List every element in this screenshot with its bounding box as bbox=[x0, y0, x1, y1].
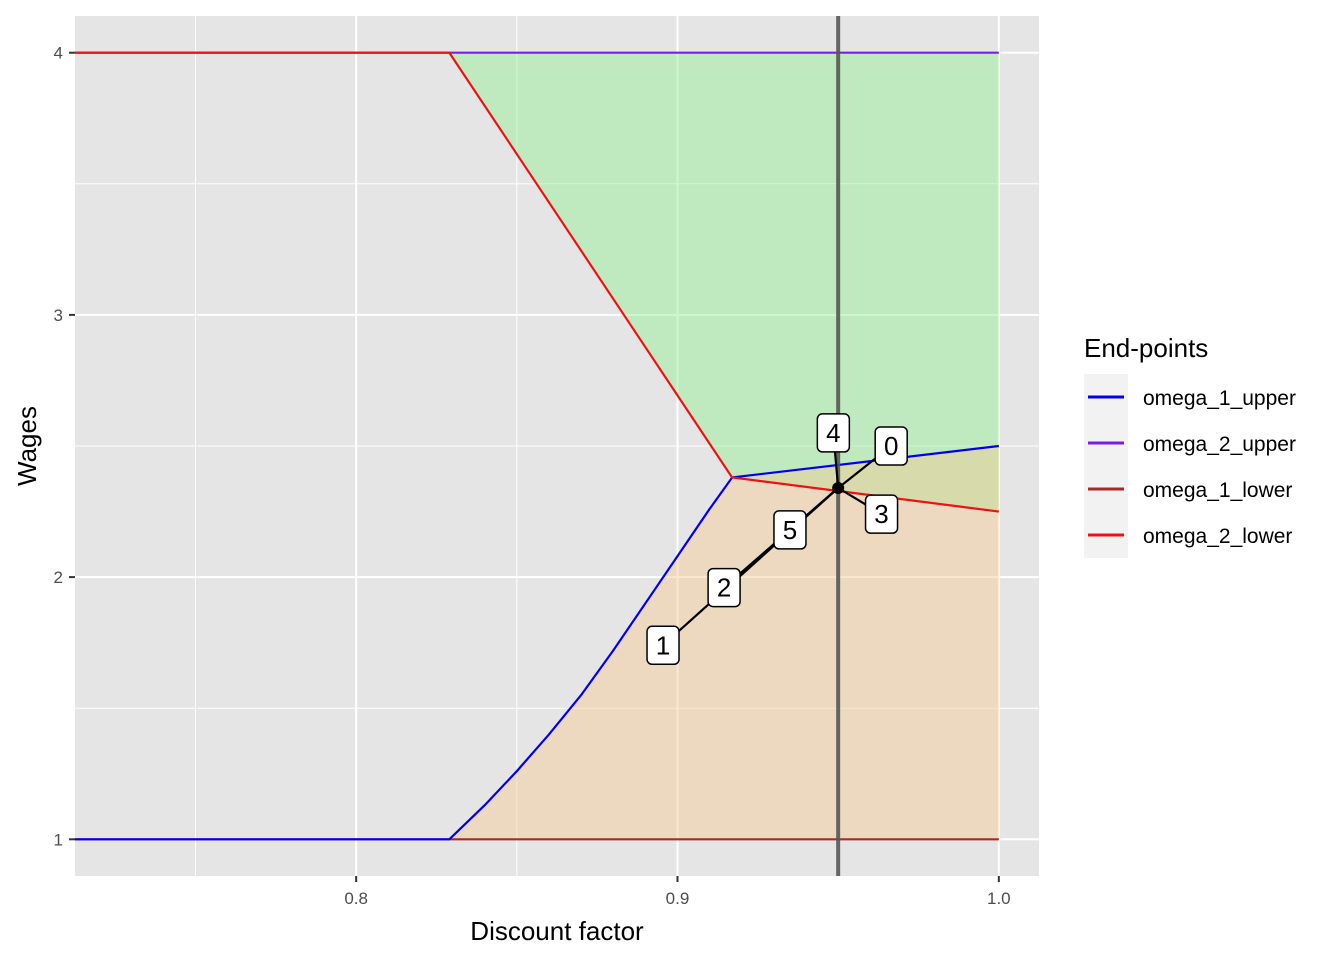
label-box bbox=[773, 510, 807, 550]
x-tick-label: 1.0 bbox=[987, 889, 1011, 908]
shaded-regions bbox=[449, 52, 999, 840]
legend-label-omega_1_upper: omega_1_upper bbox=[1143, 387, 1296, 410]
axes: 0.8 0.9 1.0 1 2 3 4 bbox=[54, 44, 1011, 908]
y-tick-label: 2 bbox=[54, 568, 63, 587]
leader-line bbox=[837, 456, 878, 489]
x-axis-title: Discount factor bbox=[470, 916, 644, 946]
label-text: 3 bbox=[874, 499, 888, 529]
leader-line bbox=[833, 450, 840, 489]
label-text: 2 bbox=[717, 573, 731, 603]
label-text: 4 bbox=[826, 418, 840, 448]
point-labels: 0 1 2 3 4 5 bbox=[646, 413, 908, 666]
legend-items: omega_1_upper omega_2_upper omega_1_lowero… bbox=[1088, 387, 1296, 548]
legend: End-points omega_1_upperomega_2_upperome… bbox=[1084, 333, 1296, 558]
y-tick-label: 3 bbox=[54, 306, 63, 325]
label-box bbox=[646, 625, 680, 666]
label-box bbox=[816, 413, 851, 453]
series-lines bbox=[75, 51, 999, 841]
legend-label-omega_1_lower: omega_1_lower bbox=[1143, 479, 1292, 502]
y-axis-title: Wages bbox=[12, 406, 42, 486]
y-tick-label: 4 bbox=[54, 44, 63, 63]
x-tick-label: 0.8 bbox=[344, 889, 368, 908]
x-tick-label: 0.9 bbox=[666, 889, 690, 908]
label-text: 5 bbox=[783, 515, 797, 545]
legend-label-omega_2_upper: omega_2_upper bbox=[1143, 433, 1296, 456]
series-line-omega_2_lower bbox=[75, 51, 999, 513]
label-text: 1 bbox=[656, 630, 670, 660]
y-tick-label: 1 bbox=[54, 830, 63, 849]
shaded-region-0 bbox=[449, 52, 999, 512]
label-box bbox=[874, 426, 908, 466]
legend-title: End-points bbox=[1084, 333, 1208, 363]
label-box bbox=[864, 494, 899, 534]
shaded-region-1 bbox=[449, 446, 999, 840]
leader-line bbox=[802, 487, 839, 519]
label-text: 0 bbox=[884, 431, 898, 461]
label-box bbox=[707, 567, 741, 608]
series-line-omega_1_upper bbox=[75, 444, 999, 841]
legend-label-omega_2_lower: omega_2_lower bbox=[1143, 525, 1292, 548]
legend-key-background bbox=[1084, 374, 1128, 558]
equilibrium-point bbox=[832, 481, 845, 494]
